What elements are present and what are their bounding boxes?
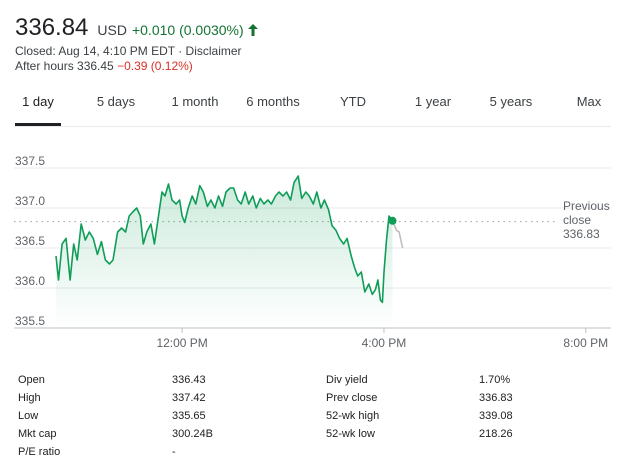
y-tick-label: 336.5 [15,234,45,248]
quote-header: 336.84 USD +0.010 (0.0030%) Closed: Aug … [15,14,615,74]
tab-6-months[interactable]: 6 months [241,90,305,126]
after-hours-line [391,220,404,249]
after-hours-change: −0.39 (0.12%) [117,59,193,73]
tabs-divider [15,126,611,127]
stat-label-open: Open [18,374,45,386]
y-tick-label: 337.5 [15,154,45,168]
stat-label-52wk-high: 52-wk high [326,410,380,422]
disclaimer-link[interactable]: Disclaimer [185,44,242,58]
tab-label: 5 days [96,94,136,109]
price-row: 336.84 USD +0.010 (0.0030%) [15,14,615,44]
tab-max[interactable]: Max [571,90,607,126]
price-area-fill [56,176,393,328]
tab-label: 1 year [414,94,452,109]
stat-value-52wk-low: 218.26 [479,428,513,440]
tab-label: Max [576,94,602,109]
stat-label-pe-ratio: P/E ratio [18,446,61,458]
x-tick-label: 4:00 PM [362,336,407,350]
stat-value-52wk-high: 339.08 [479,410,513,422]
tab-1-year[interactable]: 1 year [408,90,458,126]
after-hours-info: After hours 336.45 −0.39 (0.12%) [15,59,615,74]
tab-1-day[interactable]: 1 day [15,90,61,126]
tab-ytd[interactable]: YTD [333,90,373,126]
y-tick-label: 336.0 [15,274,45,288]
closed-time: Closed: Aug 14, 4:10 PM EDT · [15,44,186,58]
previous-close-label: 336.83 [563,227,600,241]
y-tick-label: 337.0 [15,194,45,208]
closed-info: Closed: Aug 14, 4:10 PM EDT · Disclaimer [15,44,615,59]
tab-5-days[interactable]: 5 days [89,90,143,126]
stat-value-mkt-cap: 300.24B [172,428,213,440]
price-change: +0.010 (0.0030%) [131,22,244,38]
previous-close-label: Previous [563,199,610,213]
stat-value-open: 336.43 [172,374,206,386]
stat-label-low: Low [18,410,39,422]
stat-value-prev-close: 336.83 [479,392,513,404]
previous-close-label: close [563,213,591,227]
x-tick-label: 8:00 PM [563,336,608,350]
tab-label: 5 years [489,94,533,109]
tab-label: 1 month [171,94,219,109]
tab-label: 6 months [246,94,300,109]
tab-label: 1 day [22,94,54,109]
stat-value-high: 337.42 [172,392,206,404]
stat-label-mkt-cap: Mkt cap [18,428,57,440]
stat-label-div-yield: Div yield [326,374,368,386]
price-chart[interactable]: 335.5 336.0 336.5 337.0 337.5 12:00 PM 4:00 PM… [0,150,623,360]
stat-value-low: 335.65 [172,410,206,422]
tab-5-years[interactable]: 5 years [484,90,538,126]
currency-code: USD [97,22,127,38]
stat-label-52wk-low: 52-wk low [326,428,375,440]
y-tick-label: 335.5 [15,314,45,328]
stat-value-div-yield: 1.70% [479,374,511,386]
tab-1-month[interactable]: 1 month [165,90,225,126]
price-line [55,175,394,304]
stat-label-high: High [18,392,41,404]
close-price-dot [388,216,397,225]
range-tabs: 1 day 5 days 1 month 6 months YTD 1 year… [15,90,615,126]
current-price: 336.84 [15,14,89,41]
after-hours-price: After hours 336.45 [15,59,118,73]
stat-label-prev-close: Prev close [326,392,378,404]
active-tab-indicator [15,123,61,126]
x-tick-label: 12:00 PM [156,336,207,350]
tab-label: YTD [340,94,366,109]
stat-value-pe-ratio: - [172,446,176,458]
arrow-up-icon [247,23,258,36]
